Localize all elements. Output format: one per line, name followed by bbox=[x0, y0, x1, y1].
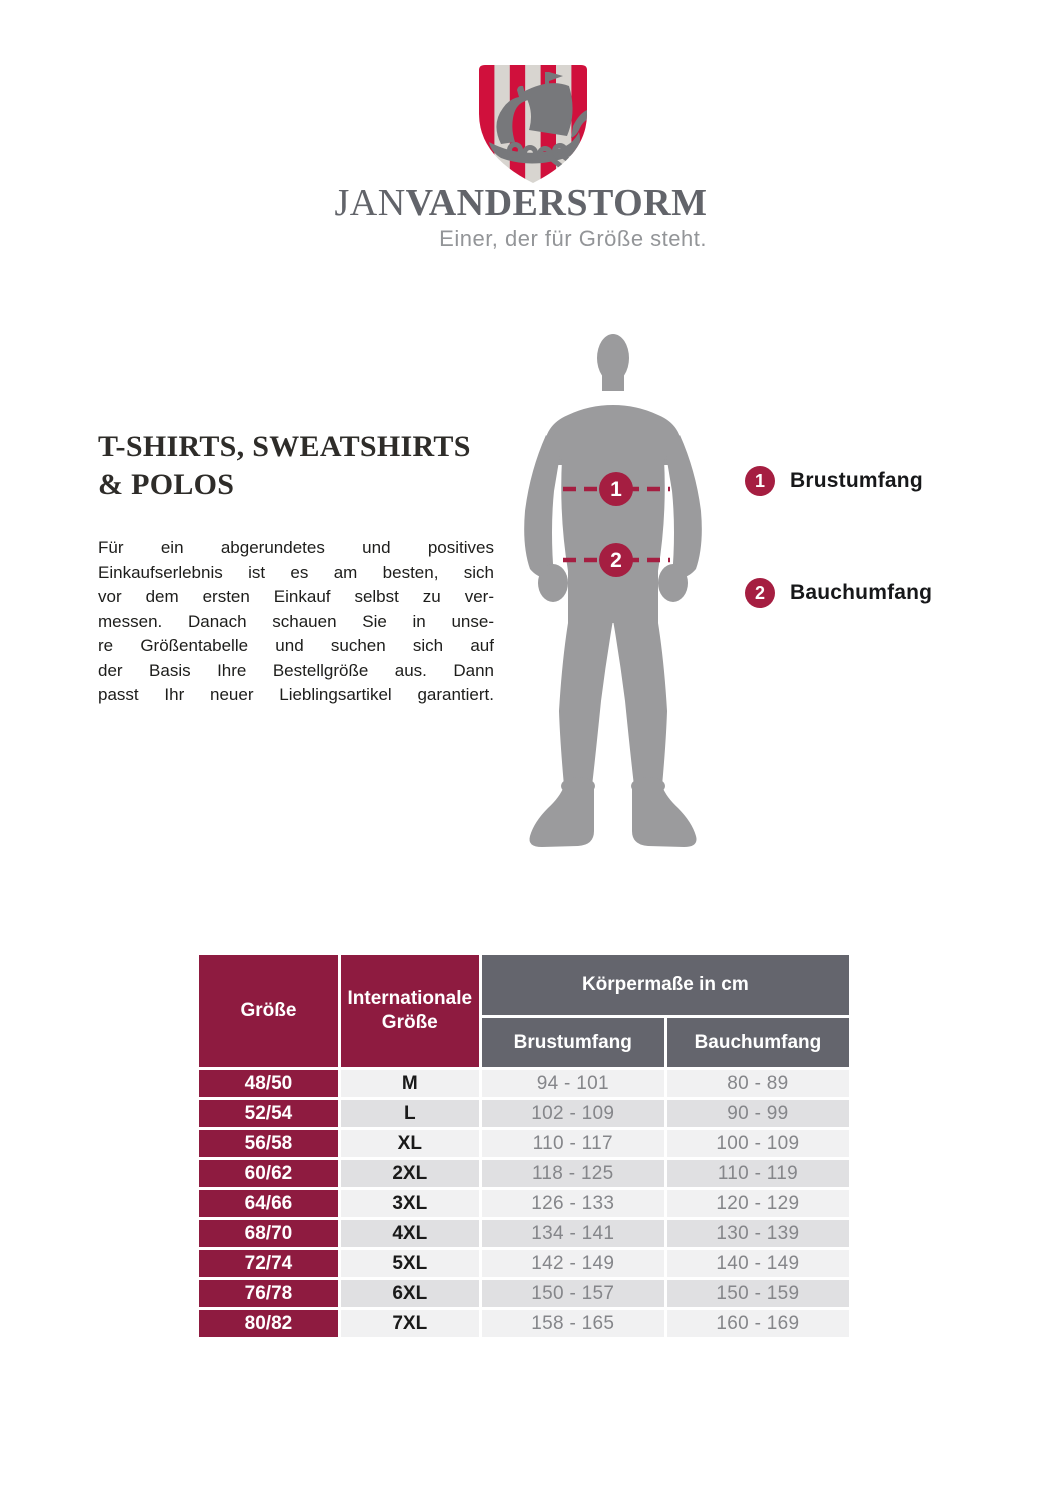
cell-groesse: 80/82 bbox=[199, 1310, 338, 1337]
cell-groesse: 68/70 bbox=[199, 1220, 338, 1247]
cell-groesse: 48/50 bbox=[199, 1070, 338, 1097]
cell-groesse: 52/54 bbox=[199, 1100, 338, 1127]
section-title-line2: & POLOS bbox=[98, 468, 235, 501]
cell-bauchumfang: 130 - 139 bbox=[666, 1220, 849, 1247]
brand-name-bold: VANDERSTORM bbox=[405, 182, 708, 224]
cell-brustumfang: 134 - 141 bbox=[481, 1220, 664, 1247]
cell-bauchumfang: 80 - 89 bbox=[666, 1070, 849, 1097]
cell-bauchumfang: 140 - 149 bbox=[666, 1250, 849, 1277]
table-row: 68/70 4XL 134 - 141 130 - 139 bbox=[199, 1220, 849, 1247]
cell-int-groesse: 3XL bbox=[340, 1190, 479, 1217]
table-row: 60/62 2XL 118 - 125 110 - 119 bbox=[199, 1160, 849, 1187]
section-title: T-SHIRTS, SWEATSHIRTS & POLOS bbox=[98, 428, 518, 504]
cell-groesse: 64/66 bbox=[199, 1190, 338, 1217]
brand-name-regular: JAN bbox=[334, 182, 406, 224]
body-silhouette-diagram: 1 2 bbox=[524, 334, 702, 847]
cell-brustumfang: 110 - 117 bbox=[481, 1130, 664, 1157]
table-row: 72/74 5XL 142 - 149 140 - 149 bbox=[199, 1250, 849, 1277]
table-row: 52/54 L 102 - 109 90 - 99 bbox=[199, 1100, 849, 1127]
intro-paragraph: Für ein abgerundetes und positives Einka… bbox=[98, 536, 494, 708]
cell-bauchumfang: 90 - 99 bbox=[666, 1100, 849, 1127]
brand-tagline: Einer, der für Größe steht. bbox=[439, 226, 707, 251]
cell-brustumfang: 118 - 125 bbox=[481, 1160, 664, 1187]
cell-int-groesse: 4XL bbox=[340, 1220, 479, 1247]
table-row: 76/78 6XL 150 - 157 150 - 159 bbox=[199, 1280, 849, 1307]
table-row: 56/58 XL 110 - 117 100 - 109 bbox=[199, 1130, 849, 1157]
cell-bauchumfang: 110 - 119 bbox=[666, 1160, 849, 1187]
table-row: 80/82 7XL 158 - 165 160 - 169 bbox=[199, 1310, 849, 1337]
legend-2-label: Bauchumfang bbox=[790, 581, 933, 604]
cell-int-groesse: L bbox=[340, 1100, 479, 1127]
cell-int-groesse: 5XL bbox=[340, 1250, 479, 1277]
cell-groesse: 72/74 bbox=[199, 1250, 338, 1277]
intro-line: re Größentabelle und suchen sich auf bbox=[98, 636, 494, 655]
cell-groesse: 76/78 bbox=[199, 1280, 338, 1307]
col-header-bauchumfang: Bauchumfang bbox=[666, 1018, 849, 1067]
intro-line: messen. Danach schauen Sie in unse- bbox=[98, 611, 494, 631]
cell-brustumfang: 158 - 165 bbox=[481, 1310, 664, 1337]
cell-brustumfang: 150 - 157 bbox=[481, 1280, 664, 1307]
cell-int-groesse: XL bbox=[340, 1130, 479, 1157]
legend-1-badge: 1 bbox=[745, 466, 775, 496]
section-title-line1: T-SHIRTS, SWEATSHIRTS bbox=[98, 430, 471, 463]
cell-groesse: 60/62 bbox=[199, 1160, 338, 1187]
legend-2-badge: 2 bbox=[745, 578, 775, 608]
intro-line: Für ein abgerundetes und positives bbox=[98, 538, 494, 557]
col-header-internationale-groesse: Internationale Größe bbox=[340, 955, 479, 1067]
size-table: Größe Internationale Größe Körpermaße in… bbox=[196, 952, 852, 1340]
intro-line: Einkaufserlebnis ist es am besten, sich bbox=[98, 562, 494, 582]
male-silhouette bbox=[524, 334, 702, 847]
cell-bauchumfang: 120 - 129 bbox=[666, 1190, 849, 1217]
cell-brustumfang: 142 - 149 bbox=[481, 1250, 664, 1277]
belly-measure-marker: 2 bbox=[563, 543, 670, 577]
cell-bauchumfang: 160 - 169 bbox=[666, 1310, 849, 1337]
legend-item-bauchumfang: 2 Bauchumfang bbox=[745, 578, 932, 608]
brand-name: JANVANDERSTORM bbox=[0, 184, 1042, 222]
cell-brustumfang: 94 - 101 bbox=[481, 1070, 664, 1097]
cell-int-groesse: 7XL bbox=[340, 1310, 479, 1337]
col-header-koerpermasse: Körpermaße in cm bbox=[481, 955, 849, 1015]
table-row: 48/50 M 94 - 101 80 - 89 bbox=[199, 1070, 849, 1097]
chest-marker-number: 1 bbox=[610, 478, 622, 501]
cell-int-groesse: 6XL bbox=[340, 1280, 479, 1307]
legend-1-label: Brustumfang bbox=[790, 469, 923, 492]
cell-int-groesse: M bbox=[340, 1070, 479, 1097]
chest-measure-marker: 1 bbox=[563, 472, 670, 506]
col-header-groesse: Größe bbox=[199, 955, 338, 1067]
cell-groesse: 56/58 bbox=[199, 1130, 338, 1157]
belly-marker-number: 2 bbox=[610, 549, 622, 572]
col-header-brustumfang: Brustumfang bbox=[481, 1018, 664, 1067]
cell-brustumfang: 102 - 109 bbox=[481, 1100, 664, 1127]
intro-line: der Basis Ihre Bestellgröße aus. Dann bbox=[98, 660, 494, 680]
brand-shield-viking-ship-icon bbox=[479, 65, 587, 183]
cell-bauchumfang: 150 - 159 bbox=[666, 1280, 849, 1307]
cell-brustumfang: 126 - 133 bbox=[481, 1190, 664, 1217]
legend-item-brustumfang: 1 Brustumfang bbox=[745, 466, 923, 496]
cell-bauchumfang: 100 - 109 bbox=[666, 1130, 849, 1157]
cell-int-groesse: 2XL bbox=[340, 1160, 479, 1187]
table-row: 64/66 3XL 126 - 133 120 - 129 bbox=[199, 1190, 849, 1217]
intro-line: passt Ihr neuer Lieblingsartikel garanti… bbox=[98, 685, 494, 704]
intro-line: vor dem ersten Einkauf selbst zu ver- bbox=[98, 587, 494, 606]
